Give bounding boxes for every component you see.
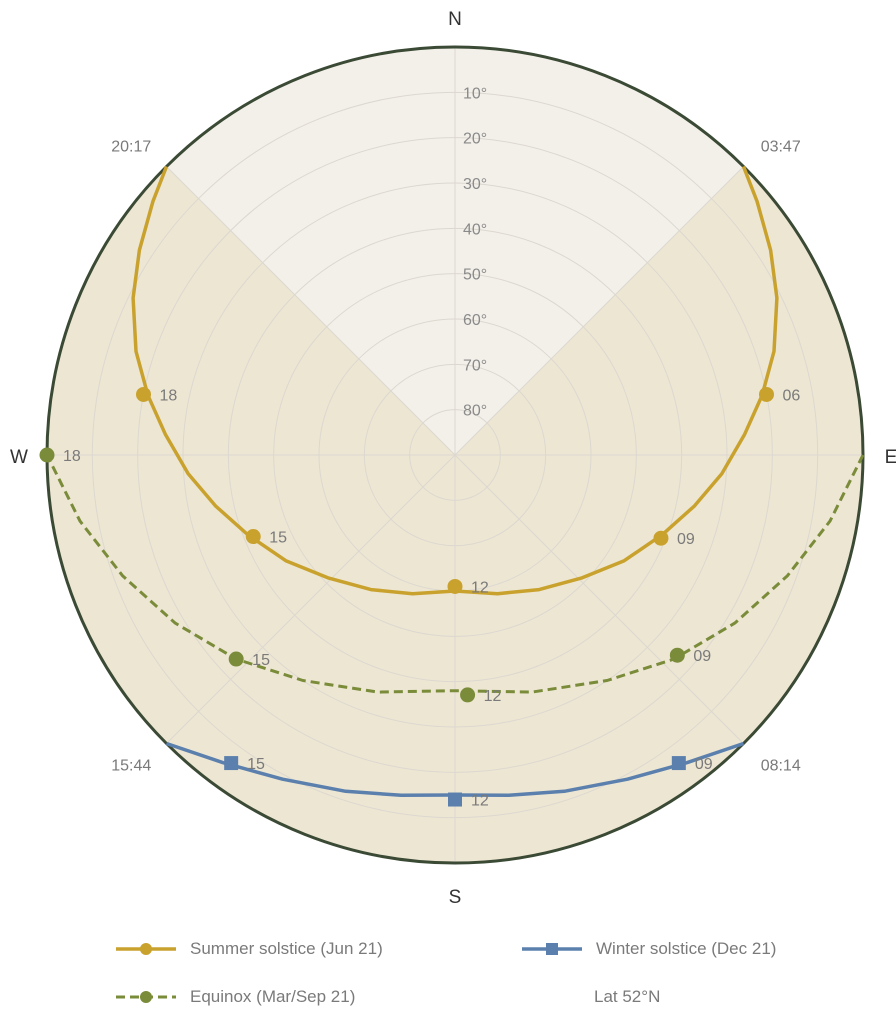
- compass-label-north: N: [448, 9, 462, 30]
- hour-label-winter-12: 12: [471, 793, 489, 810]
- elevation-label-20: 20°: [463, 131, 487, 148]
- sunrise-label-winter: 08:14: [761, 758, 801, 775]
- spoke-225: [166, 454, 456, 744]
- marker-winter-09: [671, 756, 686, 771]
- grid-layer: 10° 20° 30° 40° 50° 60° 70° 80°: [45, 45, 865, 865]
- elevation-label-40: 40°: [463, 221, 487, 238]
- hour-label-winter-09: 09: [695, 756, 713, 773]
- elevation-label-60: 60°: [463, 312, 487, 329]
- marker-equinox-09: [669, 647, 685, 663]
- hour-label-summer-15: 15: [269, 530, 287, 547]
- legend-item-summer[interactable]: Summer solstice (Jun 21): [116, 937, 383, 961]
- marker-equinox-15: [228, 651, 244, 667]
- marker-equinox-18: [39, 447, 55, 463]
- sunrise-label-summer: 03:47: [761, 138, 801, 155]
- hour-label-winter-15: 15: [247, 756, 265, 773]
- series-line-equinox: [45, 454, 865, 694]
- hour-label-summer-06: 06: [783, 387, 801, 404]
- elevation-label-10: 10°: [463, 85, 487, 102]
- legend-label-summer: Summer solstice (Jun 21): [190, 939, 383, 958]
- marker-winter-15: [224, 756, 239, 771]
- legend-item-equinox[interactable]: Equinox (Mar/Sep 21): [116, 985, 355, 1009]
- marker-summer-18: [135, 386, 151, 402]
- marker-summer-15: [245, 529, 261, 545]
- hour-label-equinox-18: 18: [63, 448, 81, 465]
- series-layer: [39, 165, 865, 807]
- elevation-ring-30: [182, 182, 728, 728]
- marker-summer-09: [653, 530, 669, 546]
- hour-label-summer-09: 09: [677, 531, 695, 548]
- elevation-ring-50: [273, 273, 637, 637]
- latitude-note: Lat 52°N: [594, 987, 661, 1006]
- legend-label-winter: Winter solstice (Dec 21): [596, 939, 777, 958]
- elevation-label-50: 50°: [463, 267, 487, 284]
- elevation-ring-70: [363, 363, 547, 547]
- legend: Summer solstice (Jun 21) Winter solstice…: [0, 930, 896, 1010]
- elevation-ring-40: [227, 227, 683, 683]
- sunset-label-summer: 20:17: [111, 138, 151, 155]
- spoke-315: [166, 166, 456, 456]
- elevation-label-80: 80°: [463, 403, 487, 420]
- summer-line-marker-icon: [116, 943, 176, 955]
- spoke-45: [454, 166, 744, 456]
- legend-label-equinox: Equinox (Mar/Sep 21): [190, 987, 356, 1006]
- hour-label-summer-18: 18: [159, 387, 177, 404]
- compass-label-south: S: [449, 887, 462, 908]
- hour-label-equinox-09: 09: [693, 648, 711, 665]
- label-layer: 06091215180912151809121503:4720:1708:141…: [10, 9, 896, 908]
- winter-line-marker-icon: [522, 943, 582, 955]
- compass-label-west: W: [10, 447, 28, 468]
- marker-equinox-12: [460, 687, 476, 703]
- elevation-label-30: 30°: [463, 176, 487, 193]
- elevation-ring-80: [409, 409, 501, 501]
- marker-winter-12: [448, 792, 462, 807]
- elevation-label-70: 70°: [463, 357, 487, 374]
- sunset-label-winter: 15:44: [111, 758, 151, 775]
- marker-summer-12: [447, 578, 463, 594]
- elevation-ring-20: [137, 137, 773, 773]
- equinox-line-marker-icon: [116, 991, 176, 1003]
- spoke-135: [454, 454, 744, 744]
- hour-label-equinox-15: 15: [252, 652, 270, 669]
- elevation-ring-10: [91, 91, 819, 819]
- compass-label-east: E: [885, 447, 896, 468]
- hour-label-equinox-12: 12: [484, 688, 502, 705]
- hour-label-summer-12: 12: [471, 579, 489, 596]
- legend-item-winter[interactable]: Winter solstice (Dec 21): [522, 937, 776, 961]
- marker-summer-06: [759, 386, 775, 402]
